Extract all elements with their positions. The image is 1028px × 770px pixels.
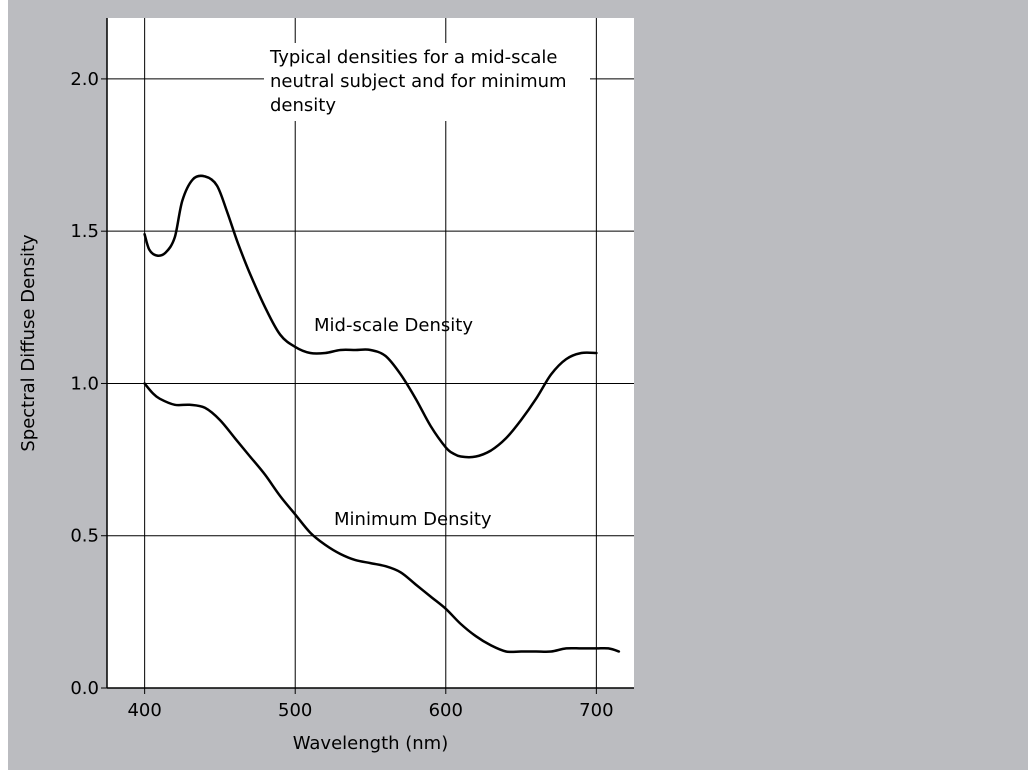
x-tick-label-0: 400	[127, 700, 161, 721]
y-tick-label-4: 2.0	[70, 69, 99, 90]
annotation-background	[264, 43, 590, 121]
y-tick-label-1: 0.5	[70, 526, 99, 547]
y-axis-title: Spectral Diffuse Density	[18, 234, 39, 452]
mid-scale-density-line	[143, 174, 598, 459]
annotation-line-0: Typical densities for a mid-scale	[269, 47, 558, 68]
series-layer	[143, 174, 621, 654]
x-tick-label-3: 700	[579, 700, 613, 721]
annotation-line-1: neutral subject and for minimum	[270, 71, 567, 92]
y-tick-label-2: 1.0	[70, 373, 99, 394]
y-tick-label-3: 1.5	[70, 221, 99, 242]
x-axis-title: Wavelength (nm)	[293, 733, 449, 754]
y-tick-label-0: 0.0	[70, 678, 99, 699]
plot-area	[107, 18, 634, 688]
annotation-line-2: density	[270, 95, 336, 116]
x-tick-label-2: 600	[429, 700, 463, 721]
text-layer: Typical densities for a mid-scale neutral…	[18, 43, 614, 754]
minimum-density-line	[143, 382, 621, 654]
mid-scale-density-label: Mid-scale Density	[314, 315, 473, 336]
minimum-density-label: Minimum Density	[334, 509, 492, 530]
x-tick-label-1: 500	[278, 700, 312, 721]
